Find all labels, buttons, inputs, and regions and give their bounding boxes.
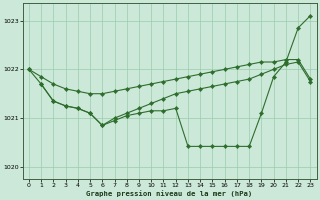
X-axis label: Graphe pression niveau de la mer (hPa): Graphe pression niveau de la mer (hPa) <box>86 190 253 197</box>
